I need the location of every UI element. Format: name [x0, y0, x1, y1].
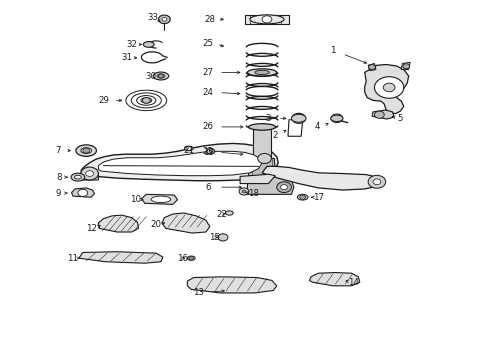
Text: 26: 26: [203, 122, 214, 131]
Ellipse shape: [225, 211, 233, 215]
Text: 19: 19: [203, 148, 214, 157]
Ellipse shape: [81, 148, 92, 153]
Text: 29: 29: [99, 96, 110, 105]
Text: 5: 5: [397, 114, 403, 123]
Text: 4: 4: [315, 122, 320, 131]
Ellipse shape: [255, 70, 270, 75]
Circle shape: [374, 111, 384, 118]
Ellipse shape: [157, 74, 165, 78]
Polygon shape: [98, 215, 139, 232]
Circle shape: [373, 179, 381, 185]
Ellipse shape: [331, 115, 343, 122]
Text: 25: 25: [203, 39, 214, 48]
Circle shape: [292, 113, 306, 123]
Text: 6: 6: [206, 183, 211, 192]
Circle shape: [368, 64, 375, 69]
Ellipse shape: [184, 146, 193, 151]
Circle shape: [207, 148, 215, 154]
Circle shape: [218, 234, 228, 241]
Circle shape: [258, 153, 271, 163]
Circle shape: [78, 189, 88, 197]
Circle shape: [86, 171, 94, 176]
Text: 3: 3: [266, 114, 271, 123]
Polygon shape: [81, 143, 278, 181]
Ellipse shape: [292, 114, 306, 122]
Text: 11: 11: [68, 254, 78, 263]
Ellipse shape: [71, 173, 85, 181]
Text: 33: 33: [147, 13, 159, 22]
Circle shape: [159, 74, 163, 78]
Ellipse shape: [297, 194, 308, 200]
Circle shape: [277, 182, 292, 193]
Text: 22: 22: [216, 210, 227, 219]
Polygon shape: [253, 127, 271, 158]
Ellipse shape: [153, 72, 169, 80]
Circle shape: [159, 15, 170, 24]
Ellipse shape: [76, 145, 97, 156]
Polygon shape: [187, 277, 277, 293]
Polygon shape: [98, 151, 262, 176]
Text: 17: 17: [313, 193, 324, 202]
Polygon shape: [142, 194, 177, 204]
Polygon shape: [262, 166, 381, 190]
Circle shape: [262, 16, 272, 23]
Text: 27: 27: [203, 68, 214, 77]
Polygon shape: [368, 63, 376, 71]
Text: 15: 15: [209, 233, 220, 242]
Text: 31: 31: [121, 53, 132, 62]
Text: 16: 16: [177, 254, 188, 263]
Circle shape: [281, 185, 288, 190]
Text: 12: 12: [86, 224, 97, 233]
Circle shape: [239, 188, 249, 195]
Text: 9: 9: [56, 189, 61, 198]
Circle shape: [242, 190, 246, 193]
Polygon shape: [245, 15, 289, 24]
Text: 24: 24: [203, 87, 214, 96]
Text: 7: 7: [55, 146, 61, 155]
Circle shape: [331, 114, 343, 123]
Text: 32: 32: [126, 40, 137, 49]
Ellipse shape: [248, 124, 275, 130]
Text: 2: 2: [272, 131, 278, 140]
Text: 28: 28: [204, 15, 215, 24]
Circle shape: [143, 98, 150, 103]
Ellipse shape: [151, 196, 171, 203]
Polygon shape: [365, 64, 409, 114]
Text: 10: 10: [129, 195, 141, 204]
Polygon shape: [240, 174, 275, 184]
Circle shape: [368, 175, 386, 188]
Ellipse shape: [144, 41, 154, 47]
Circle shape: [403, 64, 410, 69]
Circle shape: [189, 256, 194, 260]
Polygon shape: [401, 62, 410, 69]
Circle shape: [300, 195, 306, 199]
Polygon shape: [79, 252, 163, 263]
Text: 1: 1: [330, 46, 336, 55]
Polygon shape: [72, 188, 95, 197]
Circle shape: [383, 83, 395, 92]
Ellipse shape: [74, 175, 81, 179]
Circle shape: [81, 167, 98, 180]
Polygon shape: [248, 158, 276, 177]
Ellipse shape: [247, 69, 277, 76]
Ellipse shape: [250, 15, 284, 24]
Circle shape: [186, 147, 191, 150]
Text: 30: 30: [146, 72, 157, 81]
Circle shape: [374, 77, 404, 98]
Text: 23: 23: [203, 147, 214, 156]
Text: 21: 21: [183, 146, 195, 155]
Circle shape: [83, 148, 90, 153]
Polygon shape: [81, 172, 98, 180]
Text: 14: 14: [348, 278, 359, 287]
Text: 20: 20: [150, 220, 162, 229]
Polygon shape: [247, 177, 294, 194]
Polygon shape: [372, 110, 394, 119]
Polygon shape: [310, 273, 360, 286]
Text: 13: 13: [193, 288, 204, 297]
Ellipse shape: [187, 256, 195, 260]
Text: 8: 8: [56, 173, 62, 182]
Polygon shape: [162, 213, 210, 233]
Text: 18: 18: [248, 189, 259, 198]
Circle shape: [162, 18, 167, 21]
